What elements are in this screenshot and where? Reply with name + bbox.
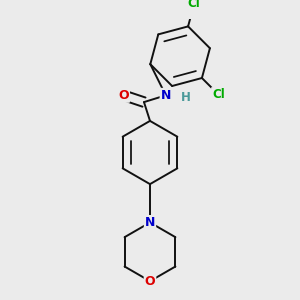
Text: Cl: Cl [212, 88, 225, 101]
Text: N: N [145, 216, 155, 229]
Text: N: N [160, 89, 171, 102]
Text: O: O [118, 89, 129, 102]
Text: O: O [145, 275, 155, 288]
Text: Cl: Cl [188, 0, 200, 11]
Text: H: H [180, 91, 190, 104]
